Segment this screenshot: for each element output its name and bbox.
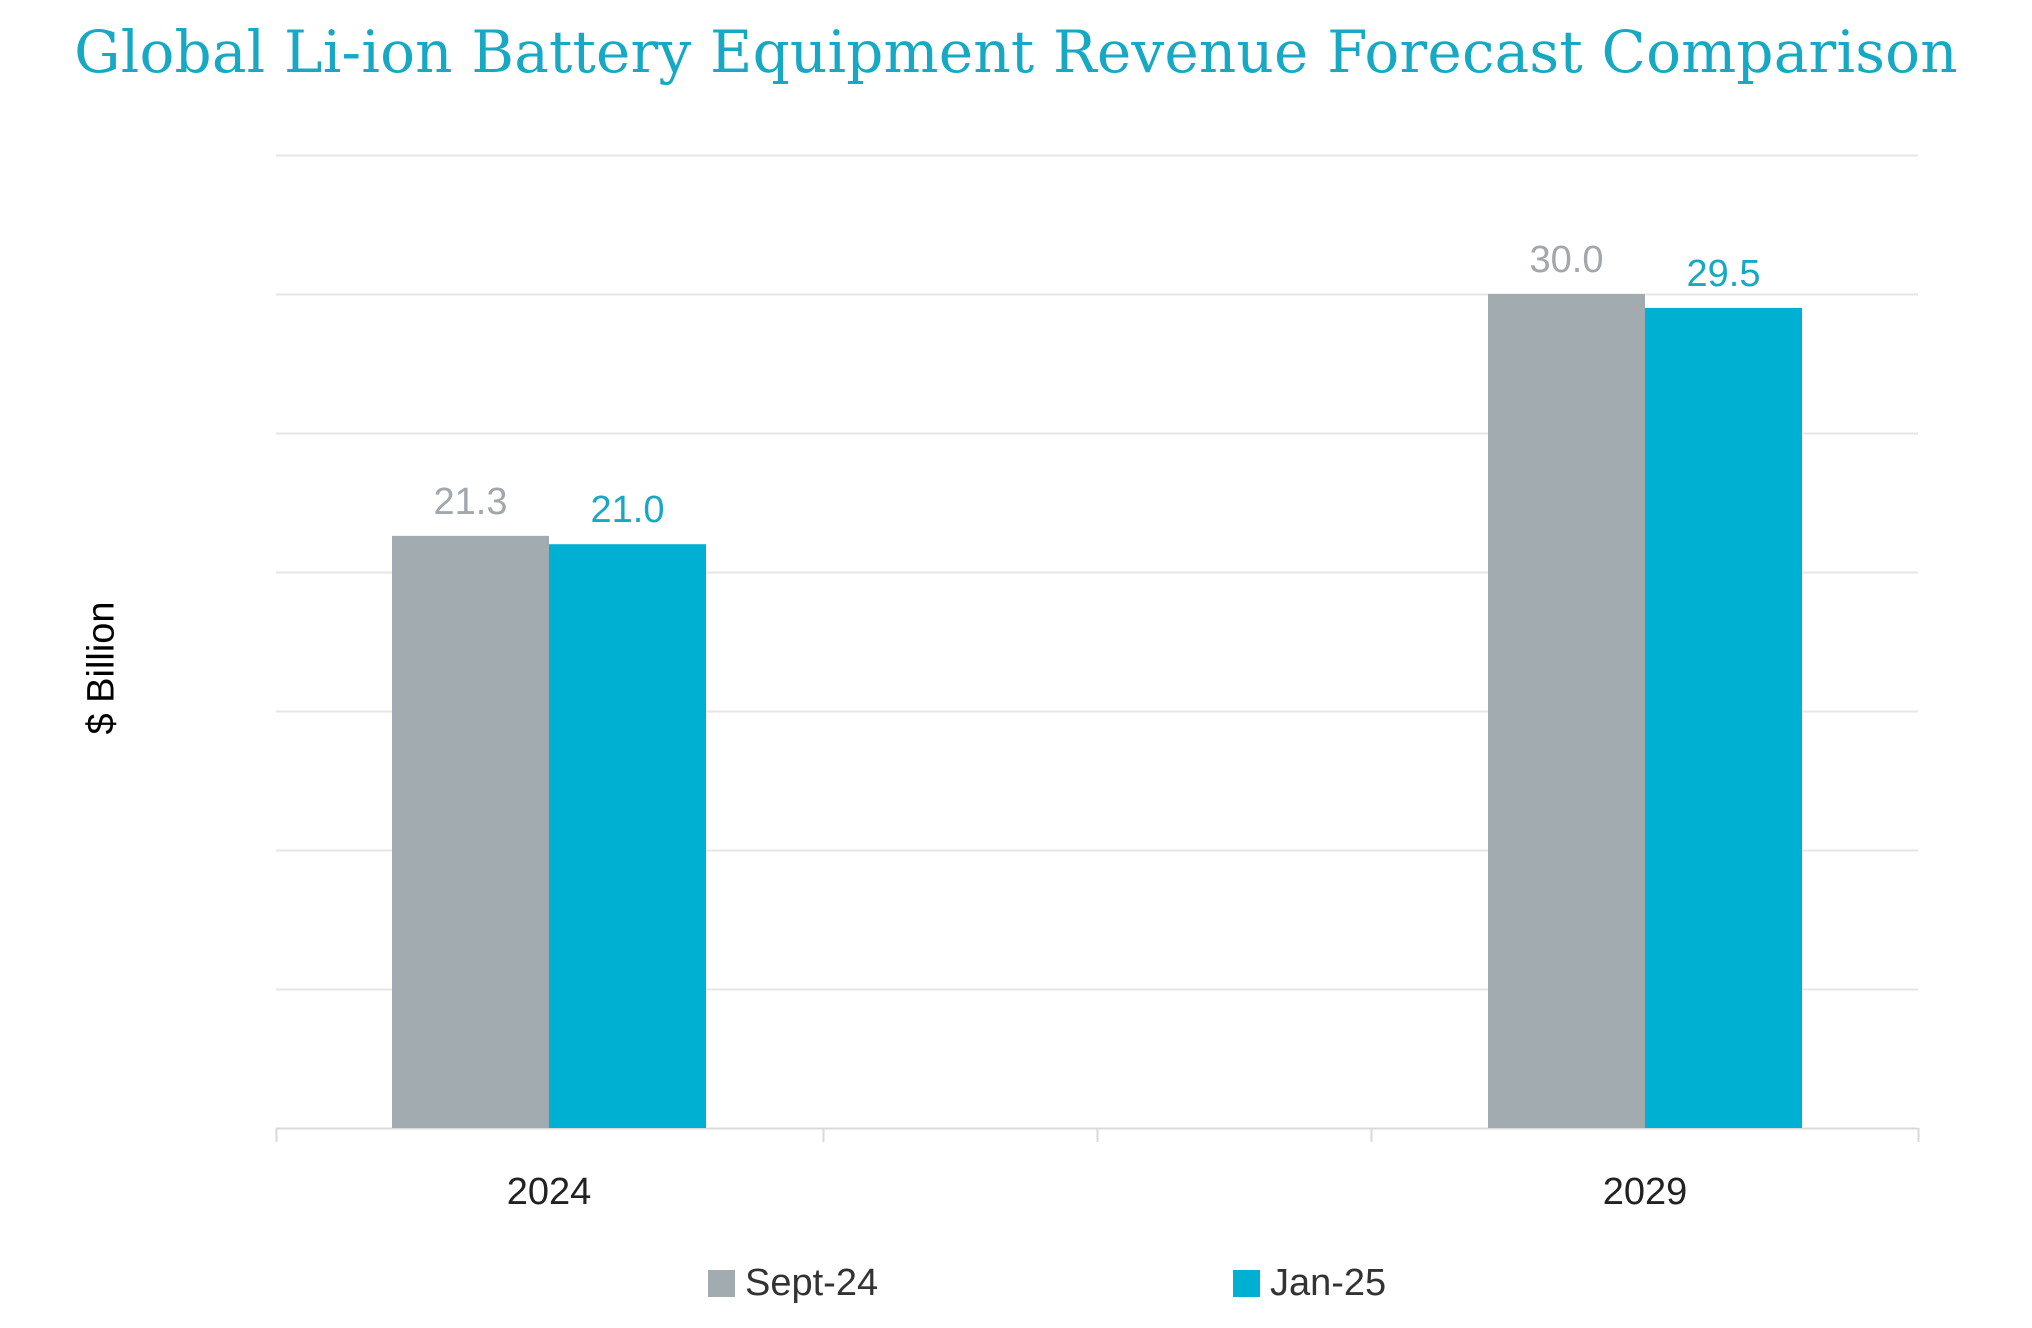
- data-label: 21.3: [434, 481, 508, 523]
- legend-item-jan-25[interactable]: Jan-25: [1233, 1262, 1386, 1305]
- data-label: 29.5: [1687, 253, 1761, 295]
- legend-label-sept-24: Sept-24: [745, 1262, 879, 1304]
- bar-sept-24-2024: [392, 535, 549, 1128]
- legend: Sept-24 Jan-25: [0, 1262, 2032, 1322]
- legend-item-sept-24[interactable]: Sept-24: [708, 1262, 878, 1305]
- bar-jan-25-2029: [1645, 307, 1802, 1128]
- bar-jan-25-2024: [549, 544, 706, 1128]
- x-tick-label: 2029: [1603, 1171, 1688, 1213]
- x-tick-label: 2024: [507, 1171, 592, 1213]
- bar-sept-24-2029: [1488, 294, 1645, 1128]
- data-label: 21.0: [591, 489, 665, 531]
- chart-title: Global Li-ion Battery Equipment Revenue …: [74, 18, 1958, 86]
- data-label: 30.0: [1530, 239, 1604, 281]
- legend-label-jan-25: Jan-25: [1270, 1262, 1387, 1304]
- legend-swatch-jan-25: [1233, 1270, 1260, 1297]
- legend-swatch-sept-24: [708, 1270, 735, 1297]
